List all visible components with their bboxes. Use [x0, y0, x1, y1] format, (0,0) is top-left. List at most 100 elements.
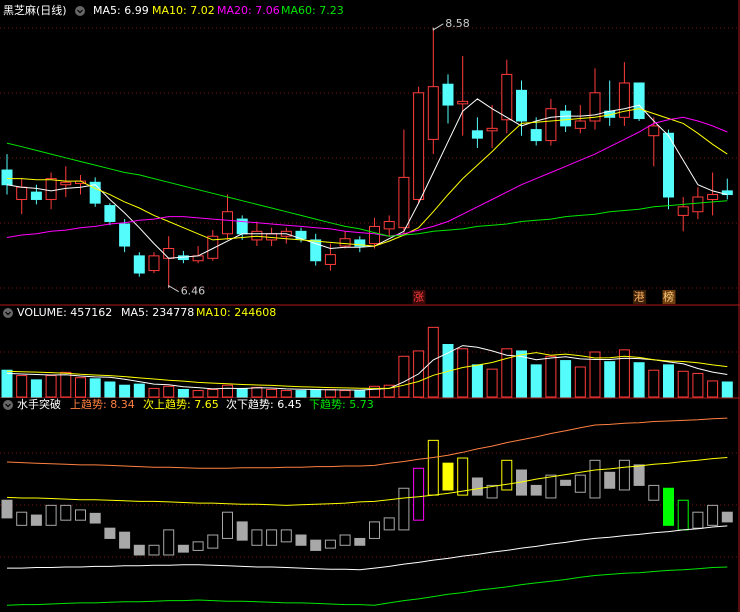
ma-line	[6, 142, 728, 237]
event-marker-bg	[662, 290, 676, 304]
trend-box	[707, 504, 719, 526]
candle-body	[163, 248, 175, 259]
trend-box	[471, 477, 483, 496]
volume-bar	[589, 351, 601, 398]
volume-bar	[530, 364, 542, 398]
candle-body	[560, 110, 572, 127]
volume-bar	[677, 370, 689, 398]
event-marker: 涨	[413, 291, 424, 304]
trend-box	[413, 467, 425, 521]
header-bg	[0, 306, 420, 320]
volume-bar	[266, 389, 278, 398]
candle-body	[413, 92, 425, 200]
volume-bar	[207, 389, 219, 398]
trend-box	[104, 527, 116, 539]
candle-body	[339, 238, 351, 247]
panel-menu-icon	[3, 400, 13, 410]
volume-bar	[251, 386, 263, 398]
candle-body	[207, 235, 219, 259]
trend-box	[89, 512, 101, 524]
header-bg	[0, 398, 420, 412]
trend-box	[236, 521, 248, 541]
ma-line	[6, 345, 728, 391]
trend-box	[604, 471, 616, 489]
header-bg	[0, 4, 420, 18]
trend-box	[677, 499, 689, 531]
candle-body	[618, 82, 630, 118]
trend-box	[383, 517, 395, 531]
trend-box	[339, 534, 351, 546]
candle-body	[133, 255, 145, 274]
candle-body	[89, 181, 101, 204]
candle-body	[30, 191, 42, 200]
volume-bar	[60, 371, 72, 398]
trend-box	[280, 529, 292, 543]
trend-box	[721, 511, 733, 523]
panel-menu-icon	[75, 6, 85, 16]
ma-line	[7, 108, 728, 247]
candle-body	[427, 86, 439, 140]
volume-bar	[89, 378, 101, 398]
candle-body	[574, 120, 586, 129]
volume-bar	[324, 389, 336, 398]
ma-line	[6, 98, 728, 259]
trend-box	[45, 504, 57, 526]
volume-bar	[104, 381, 116, 398]
legend-entry: 上趋势: 8.34	[70, 398, 135, 411]
volume-bar	[133, 383, 145, 398]
event-marker-bg	[633, 290, 647, 304]
panel-title: VOLUME: 457162	[17, 306, 112, 319]
volume-bar	[648, 369, 660, 398]
candle-body	[310, 239, 322, 262]
volume-bar	[310, 389, 322, 398]
volume-bar	[192, 390, 204, 398]
trend-box	[60, 504, 72, 521]
annotation-leader	[432, 23, 444, 31]
candle-body	[692, 196, 704, 213]
trend-box	[398, 487, 410, 531]
event-marker-bg	[412, 290, 426, 304]
legend-entry: MA5: 6.99	[93, 4, 149, 17]
trend-box	[501, 459, 513, 491]
trend-box	[251, 529, 263, 546]
trend-box	[663, 487, 674, 526]
candle-body	[486, 127, 498, 132]
volume-bar	[398, 355, 410, 398]
legend-entry: 下趋势: 5.73	[309, 398, 374, 411]
volume-bar	[295, 390, 307, 398]
ma-line	[6, 116, 728, 238]
candle-body	[589, 92, 601, 122]
candle-body	[354, 239, 366, 247]
annotation-text: 6.46	[181, 285, 206, 298]
candle-body	[501, 73, 513, 121]
annotation-text: 8.58	[445, 17, 470, 30]
trend-box	[457, 457, 469, 496]
volume-bar	[501, 348, 513, 398]
legend-entry: MA5: 234778	[121, 306, 194, 319]
volume-bar	[486, 368, 498, 398]
trend-box	[324, 539, 336, 549]
volume-bar	[442, 344, 454, 398]
legend-entry: MA60: 7.23	[281, 4, 344, 17]
trend-box	[560, 479, 572, 486]
trend-box	[633, 464, 645, 486]
trend-box	[648, 484, 660, 501]
trend-box	[222, 511, 233, 539]
candle-body	[1, 169, 13, 186]
candle-body	[663, 132, 674, 198]
volume-bar	[633, 362, 645, 398]
volume-bar	[339, 390, 351, 398]
volume-bar	[222, 384, 233, 398]
volume-bar	[177, 389, 189, 398]
volume-bar	[707, 380, 719, 398]
trend-box	[148, 544, 160, 556]
volume-bar	[471, 364, 483, 398]
legend-entry: MA10: 7.02	[152, 4, 215, 17]
volume-bar	[354, 390, 366, 398]
trend-box	[589, 459, 601, 499]
candle-body	[677, 206, 689, 216]
candle-body	[545, 108, 557, 142]
trend-box	[266, 529, 278, 546]
trend-box	[618, 459, 630, 491]
